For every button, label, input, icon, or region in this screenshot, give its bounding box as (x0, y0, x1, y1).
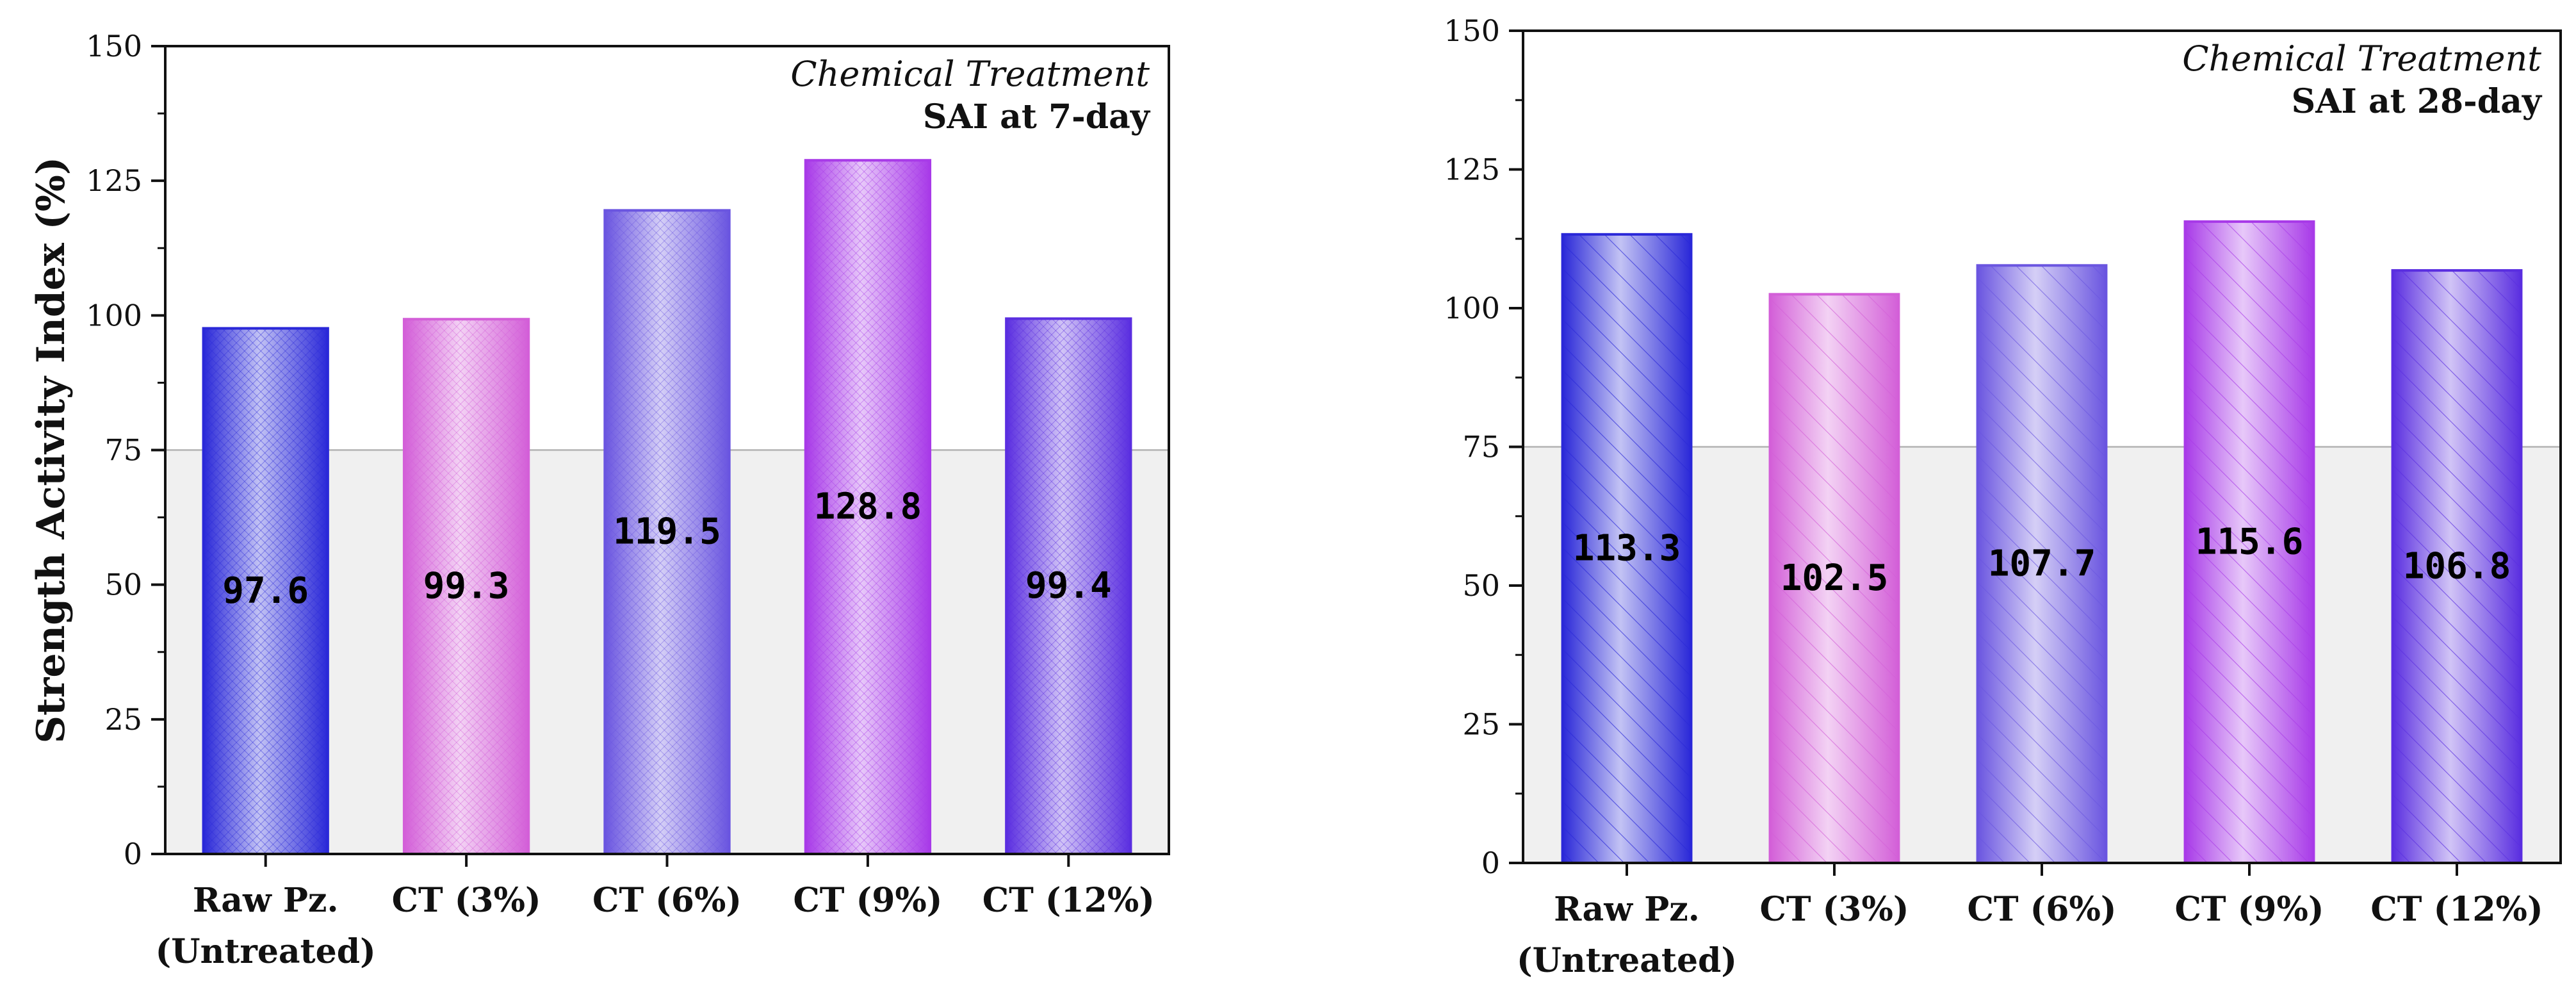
y-tick-label: 150 (1444, 13, 1500, 48)
y-tick-label: 0 (1481, 846, 1500, 880)
bar-hatch (2185, 221, 2314, 863)
y-tick-label: 25 (104, 702, 142, 737)
y-tick-label: 100 (86, 298, 142, 332)
category-label: CT (6%) (1968, 890, 2117, 929)
category-label: Raw Pz. (1554, 890, 1700, 929)
y-tick-label: 125 (86, 163, 142, 198)
y-tick-label: 50 (104, 568, 142, 602)
bar-hatch (1770, 294, 1899, 864)
value-label: 106.8 (2403, 546, 2511, 587)
chart-panel-7-day: 97.6 Raw Pz. (Untreated) 99.3 CT (3%) 119.5 CT… (29, 29, 1170, 971)
y-tick-label: 75 (1462, 430, 1500, 464)
category-label: CT (3%) (1760, 890, 1909, 929)
category-label: CT (9%) (2175, 890, 2324, 929)
bar-3 (1976, 264, 2108, 864)
bar-hatch (203, 328, 328, 854)
value-label: 115.6 (2196, 521, 2304, 562)
value-label: 107.7 (1988, 543, 2096, 585)
chart-panel-28-day: 113.3 Raw Pz. (Untreated) 102.5 CT (3%) 107.7… (1444, 13, 2562, 980)
category-label: CT (12%) (982, 881, 1155, 920)
bar-hatch (404, 319, 529, 854)
bar-4 (804, 159, 932, 856)
value-label: 119.5 (613, 511, 721, 553)
bar-hatch (2392, 270, 2522, 863)
panel-subtitle: SAI at 7-day (923, 97, 1151, 136)
panel-subtitle: SAI at 28-day (2292, 82, 2543, 121)
value-label: 113.3 (1573, 527, 1681, 569)
value-label: 128.8 (814, 486, 922, 528)
bar-5 (1005, 317, 1132, 855)
y-tick-label: 100 (1444, 291, 1500, 325)
value-label: 99.4 (1025, 565, 1112, 607)
bar-hatch (1562, 234, 1692, 863)
panel-title: Chemical Treatment (2182, 38, 2541, 79)
y-tick-label: 75 (104, 433, 142, 468)
y-tick-label: 0 (124, 837, 142, 871)
bar-1 (1561, 233, 1693, 864)
category-label: Raw Pz. (193, 881, 339, 920)
value-label: 99.3 (423, 566, 510, 607)
bar-2 (402, 318, 530, 855)
bar-4 (2183, 220, 2315, 864)
category-label: (Untreated) (1517, 941, 1737, 980)
bar-5 (2391, 269, 2523, 864)
value-label: 97.6 (222, 570, 309, 612)
bar-hatch (1977, 265, 2107, 863)
y-tick-label: 125 (1444, 152, 1500, 187)
category-label: CT (12%) (2370, 890, 2543, 929)
y-axis-label: Strength Activity Index (%) (29, 157, 74, 744)
bar-2 (1768, 293, 1900, 865)
y-tick-label: 150 (86, 29, 142, 63)
bar-hatch (1006, 318, 1131, 854)
y-tick-label: 50 (1462, 568, 1500, 603)
category-label: CT (9%) (793, 881, 942, 920)
category-label: CT (3%) (392, 881, 541, 920)
y-tick-label: 25 (1462, 707, 1500, 742)
bar-hatch (805, 160, 931, 855)
category-label: CT (6%) (592, 881, 742, 920)
category-label: (Untreated) (156, 932, 376, 971)
panel-title: Chemical Treatment (790, 54, 1150, 94)
value-label: 102.5 (1781, 557, 1889, 599)
bar-hatch (605, 210, 730, 854)
bar-3 (603, 209, 731, 855)
